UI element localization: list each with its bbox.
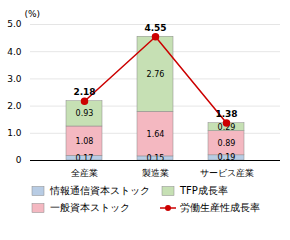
html-text:TFP成長率: TFP成長率 [180,185,228,196]
svg-text:5.0: 5.0 [7,19,22,29]
svg-text:2.18: 2.18 [73,87,95,97]
html-text:情報通信資本ストック: 情報通信資本ストック [50,185,150,196]
svg-text:0.89: 0.89 [218,139,236,148]
svg-text:全産業: 全産業 [71,168,98,178]
svg-text:サービス産業: サービス産業 [200,168,254,178]
svg-text:1.08: 1.08 [76,137,94,146]
svg-text:製造業: 製造業 [142,168,169,178]
svg-text:(%): (%) [25,9,41,19]
svg-text:1.64: 1.64 [147,130,165,139]
svg-text:1.0: 1.0 [7,128,22,138]
svg-text:4.0: 4.0 [7,47,22,57]
html-text:一般資本ストック: 一般資本ストック [50,202,130,213]
svg-text:0.15: 0.15 [147,154,165,163]
svg-text:0.29: 0.29 [217,122,236,132]
svg-text:2.0: 2.0 [7,101,22,111]
svg-text:0.17: 0.17 [76,154,94,163]
svg-text:0: 0 [16,155,22,165]
svg-text:0.93: 0.93 [76,109,94,118]
svg-text:1.38: 1.38 [215,109,237,119]
svg-text:4.55: 4.55 [144,23,166,33]
svg-text:2.76: 2.76 [147,70,165,79]
html-text:労働生産性成長率: 労働生産性成長率 [180,202,260,213]
svg-text:0.19: 0.19 [218,153,236,162]
svg-text:3.0: 3.0 [7,74,22,84]
